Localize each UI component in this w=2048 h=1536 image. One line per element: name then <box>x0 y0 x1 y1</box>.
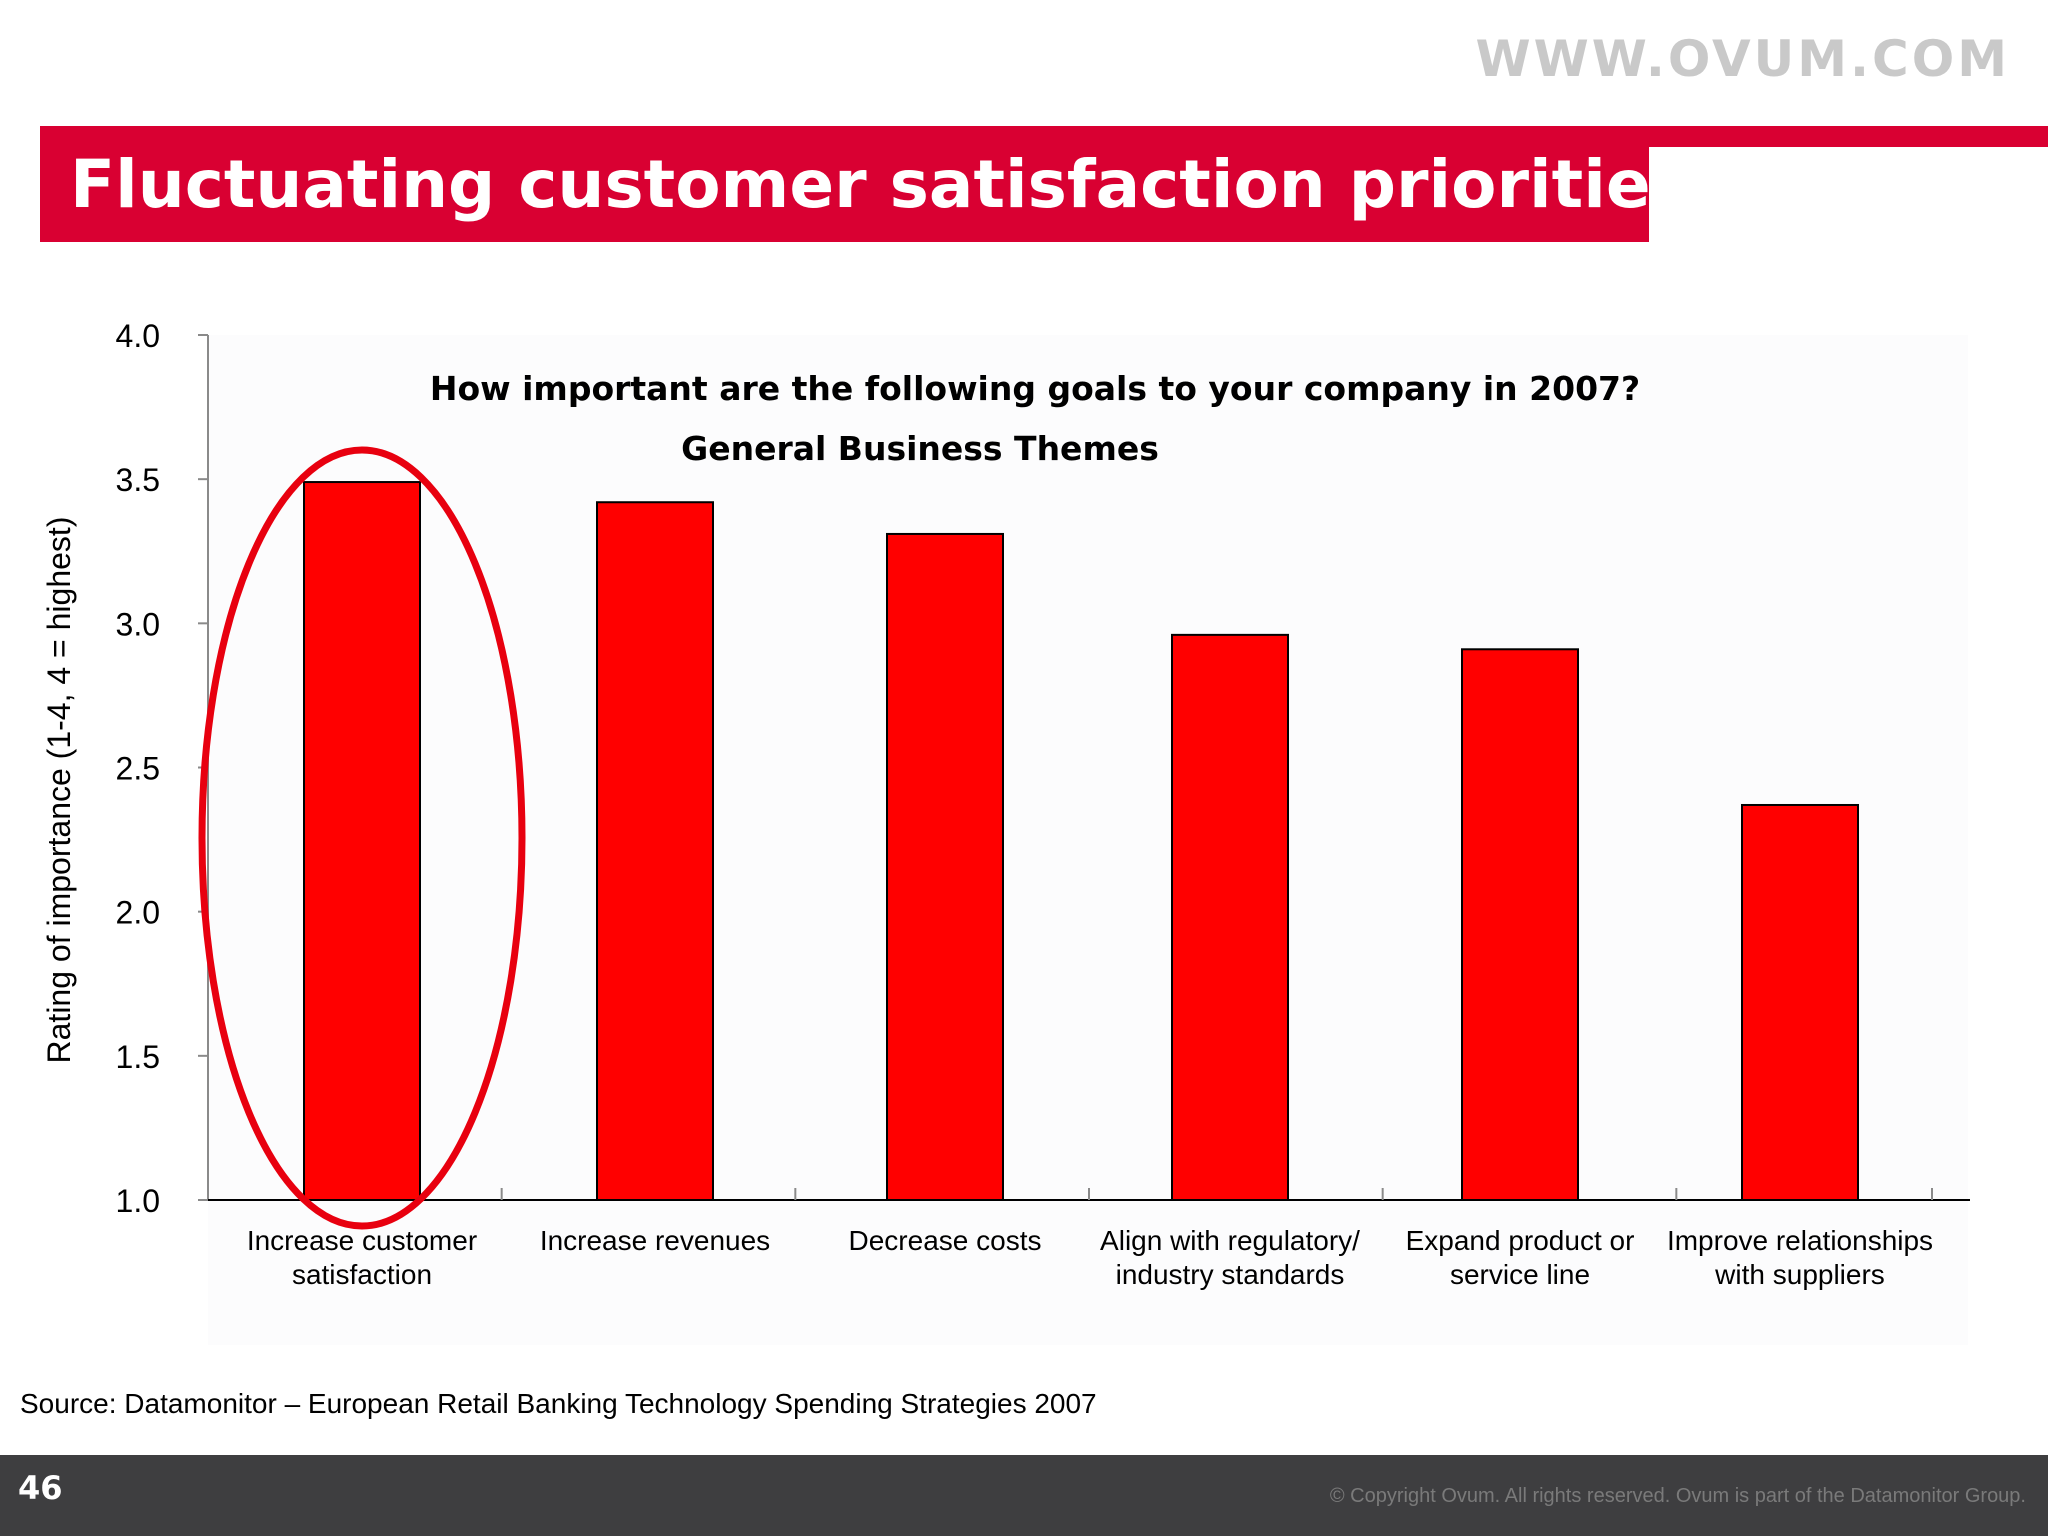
chart-subtitle: General Business Themes <box>681 429 1159 468</box>
y-axis-label: Rating of importance (1-4, 4 = highest) <box>41 517 77 1064</box>
x-category-label-line: Increase customer <box>247 1225 477 1256</box>
page-number: 46 <box>18 1469 63 1507</box>
y-tick-label: 3.0 <box>116 606 160 642</box>
bar <box>886 532 1004 1201</box>
x-category-label-line: service line <box>1450 1259 1590 1290</box>
x-category-label-line: satisfaction <box>292 1259 432 1290</box>
y-tick-label: 1.5 <box>116 1039 160 1075</box>
bar <box>1461 648 1579 1201</box>
y-tick-label: 2.0 <box>116 895 160 931</box>
y-tick-label: 4.0 <box>116 318 160 354</box>
footer-bar: 46 © Copyright Ovum. All rights reserved… <box>0 1455 2048 1536</box>
title-accent-line <box>1648 126 2048 147</box>
x-category-label-line: Align with regulatory/ <box>1100 1225 1360 1256</box>
x-category-label: Increase revenues <box>540 1225 770 1256</box>
x-category-label: Improve relationships with suppliers <box>1667 1225 1933 1290</box>
bar <box>596 501 714 1201</box>
highlight-ellipse <box>198 446 526 1230</box>
bar <box>1741 803 1859 1201</box>
bar <box>303 481 421 1201</box>
ovum-logo: WWW.OVUM.COM <box>1475 30 2010 88</box>
plot-background <box>208 335 1968 1345</box>
x-category-label: Align with regulatory/industry standards <box>1100 1225 1360 1290</box>
x-category-label: Expand product or service line <box>1406 1225 1635 1290</box>
x-category-label-line: Expand product or <box>1406 1225 1635 1256</box>
y-tick-label: 2.5 <box>116 751 160 787</box>
chart-title: How important are the following goals to… <box>430 369 1640 408</box>
title-bar: Fluctuating customer satisfaction priori… <box>40 126 1765 242</box>
x-category-label-line: Increase revenues <box>540 1225 770 1256</box>
x-category-label-line: Decrease costs <box>849 1225 1042 1256</box>
x-category-label-line: industry standards <box>1116 1259 1345 1290</box>
x-category-label: Decrease costs <box>849 1225 1042 1256</box>
source-note: Source: Datamonitor – European Retail Ba… <box>20 1388 1097 1419</box>
x-category-label-line: Improve relationships <box>1667 1225 1933 1256</box>
copyright-notice: © Copyright Ovum. All rights reserved. O… <box>1329 1485 2026 1507</box>
y-tick-label: 1.0 <box>116 1183 160 1219</box>
bar <box>1171 633 1289 1201</box>
slide-title: Fluctuating customer satisfaction priori… <box>70 145 1766 223</box>
y-tick-label: 3.5 <box>116 462 160 498</box>
x-category-label: Increase customer satisfaction <box>247 1225 477 1290</box>
x-category-label-line: with suppliers <box>1714 1259 1885 1290</box>
